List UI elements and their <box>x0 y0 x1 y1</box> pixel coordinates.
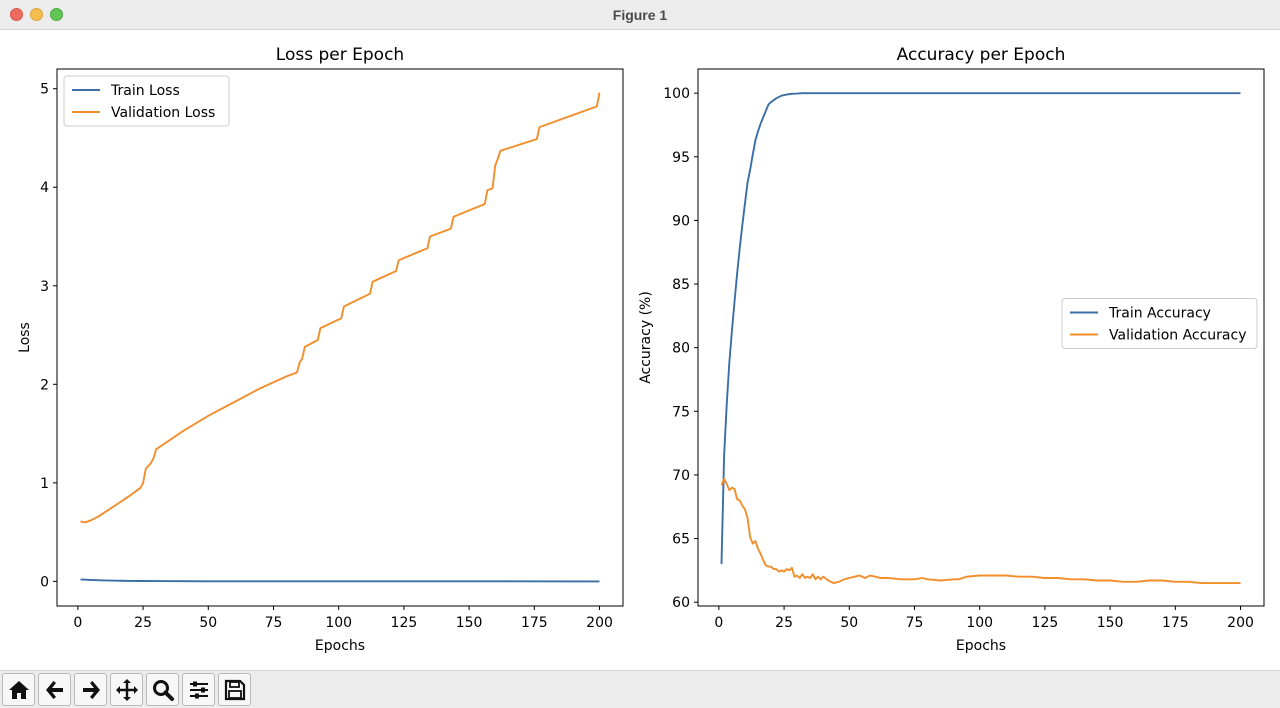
x-tick-label: 50 <box>840 615 858 631</box>
window-titlebar: Figure 1 <box>0 0 1280 30</box>
back-button[interactable] <box>38 673 71 706</box>
back-arrow-icon <box>46 681 63 699</box>
x-tick-label: 75 <box>906 615 924 631</box>
x-tick-label: 50 <box>199 615 217 631</box>
window-title: Figure 1 <box>612 7 668 23</box>
configure-subplots-icon <box>190 681 208 699</box>
legend-label: Validation Accuracy <box>1109 328 1247 344</box>
x-tick-label: 200 <box>586 615 613 631</box>
legend: Train Accuracy Validation Accuracy <box>1061 298 1258 349</box>
y-tick-label: 0 <box>40 574 49 590</box>
minimize-window-button[interactable] <box>30 8 43 21</box>
y-tick-label: 5 <box>40 82 49 98</box>
save-button[interactable] <box>218 673 251 706</box>
y-tick-label: 80 <box>672 341 690 357</box>
figure-canvas: 0 25 50 75 100 125 150 175 200 0 1 2 3 4 5 Loss per Epo… <box>0 30 1280 670</box>
close-window-button[interactable] <box>10 8 23 21</box>
series-line-train-accuracy <box>720 92 1241 565</box>
x-tick-label: 175 <box>521 615 548 631</box>
y-axis-label: Accuracy (%) <box>638 291 654 384</box>
y-axis-label: Loss <box>17 322 33 353</box>
x-tick-label: 150 <box>456 615 483 631</box>
accuracy-axes: 0 25 50 75 100 125 150 175 200 60 65 70 75 80 85 90 95 10… <box>638 45 1265 654</box>
x-axis-label: Epochs <box>956 638 1006 654</box>
x-tick-label: 25 <box>134 615 152 631</box>
axes-frame <box>697 68 1265 607</box>
x-tick-label: 25 <box>775 615 793 631</box>
x-tick-label: 175 <box>1162 615 1189 631</box>
y-tick-label: 2 <box>40 377 49 393</box>
chart-title: Accuracy per Epoch <box>897 45 1066 65</box>
y-tick-label: 100 <box>663 86 690 102</box>
y-tick-label: 75 <box>672 404 690 420</box>
x-tick-label: 100 <box>966 615 993 631</box>
home-button[interactable] <box>2 673 35 706</box>
configure-subplots-button[interactable] <box>182 673 215 706</box>
navigation-toolbar <box>0 670 1280 708</box>
chart-title: Loss per Epoch <box>276 45 404 65</box>
forward-arrow-icon <box>83 681 100 699</box>
loss-axes: 0 25 50 75 100 125 150 175 200 0 1 2 3 4 5 Loss per Epo… <box>17 45 624 654</box>
x-axis-label: Epochs <box>315 638 365 654</box>
x-tick-label: 125 <box>1032 615 1059 631</box>
series-line-train-loss <box>80 578 600 583</box>
y-tick-label: 85 <box>672 277 690 293</box>
x-tick-label: 0 <box>73 615 82 631</box>
y-tick-label: 70 <box>672 468 690 484</box>
save-icon <box>224 679 246 701</box>
x-tick-label: 0 <box>714 615 723 631</box>
legend-label: Validation Loss <box>111 105 215 121</box>
y-tick-label: 1 <box>40 476 49 492</box>
x-tick-label: 75 <box>265 615 283 631</box>
pan-icon <box>116 679 138 701</box>
y-tick-label: 65 <box>672 532 690 548</box>
x-tick-label: 125 <box>391 615 418 631</box>
home-icon <box>9 681 29 699</box>
x-tick-label: 150 <box>1097 615 1124 631</box>
zoom-icon <box>153 680 174 701</box>
y-tick-label: 3 <box>40 279 49 295</box>
series-line-validation-loss <box>80 92 601 524</box>
zoom-button[interactable] <box>146 673 179 706</box>
axes-frame <box>56 68 624 607</box>
series-line-validation-accuracy <box>720 477 1241 585</box>
legend-label: Train Loss <box>110 83 180 99</box>
y-tick-label: 60 <box>672 595 690 611</box>
legend-box <box>1061 298 1258 349</box>
y-tick-label: 4 <box>40 180 49 196</box>
legend: Train Loss Validation Loss <box>63 75 230 127</box>
figure-svg: 0 25 50 75 100 125 150 175 200 0 1 2 3 4 5 Loss per Epo… <box>17 45 1265 654</box>
y-tick-label: 90 <box>672 213 690 229</box>
x-tick-label: 200 <box>1227 615 1254 631</box>
legend-label: Train Accuracy <box>1108 306 1211 322</box>
y-tick-label: 95 <box>672 150 690 166</box>
legend-box <box>63 75 230 127</box>
forward-button[interactable] <box>74 673 107 706</box>
x-tick-label: 100 <box>325 615 352 631</box>
pan-button[interactable] <box>110 673 143 706</box>
maximize-window-button[interactable] <box>50 8 63 21</box>
